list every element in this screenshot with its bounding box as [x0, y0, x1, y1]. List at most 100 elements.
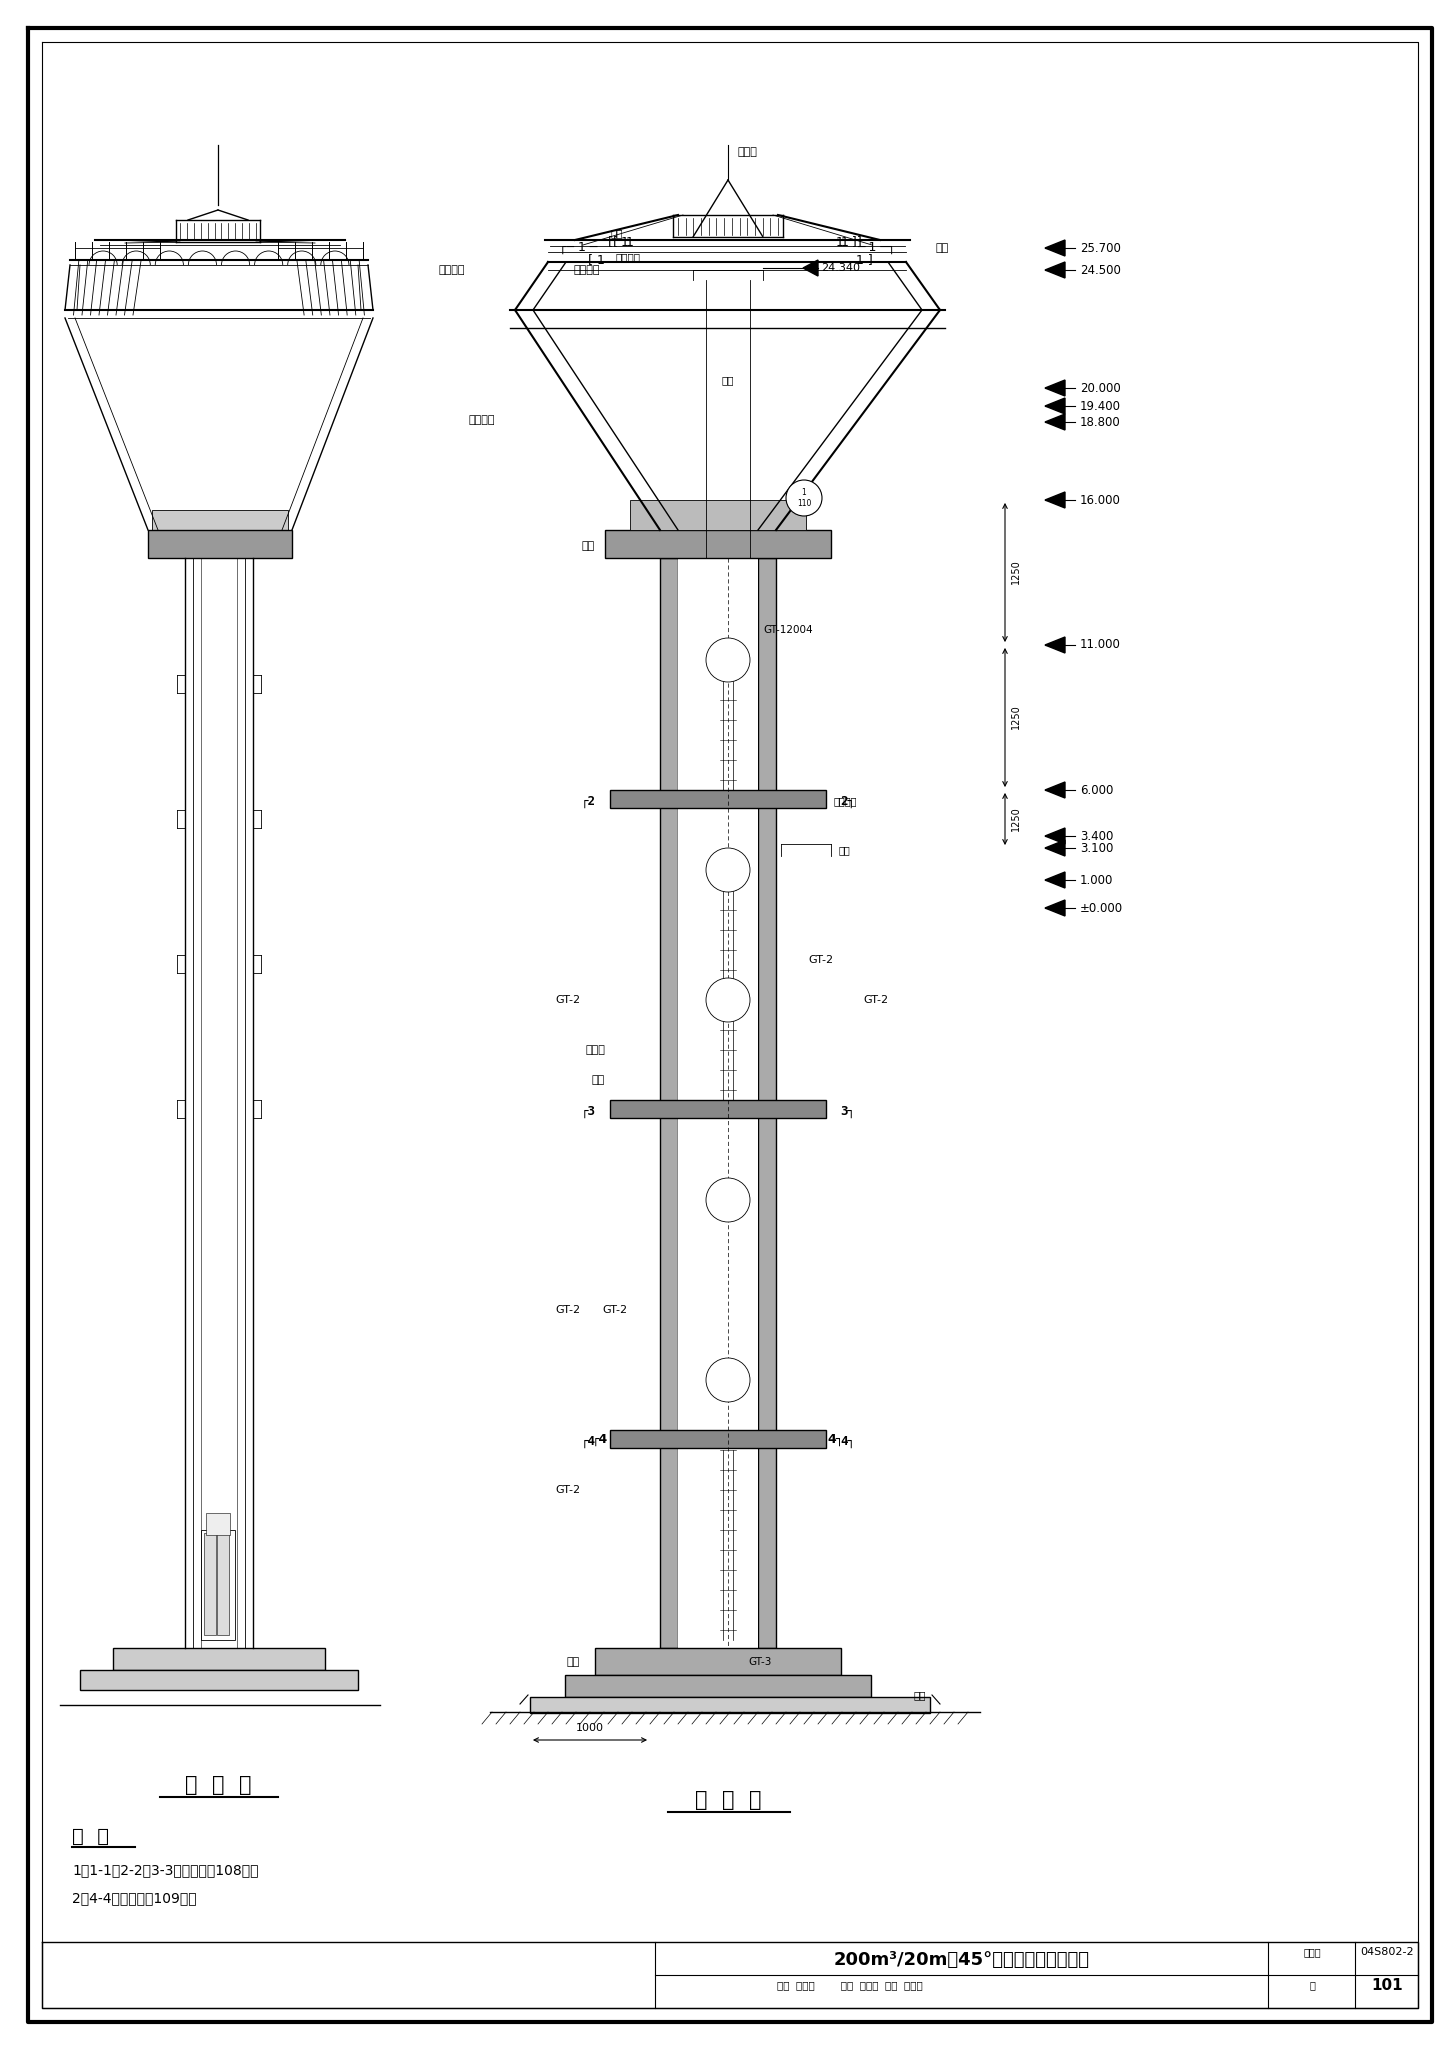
Polygon shape [1045, 637, 1065, 653]
Bar [605, 530, 831, 557]
Bar [661, 557, 678, 1649]
Polygon shape [1045, 397, 1065, 414]
Text: 1000: 1000 [576, 1722, 604, 1733]
Text: 审核  赵疫石        校对  陈星声  设计  王建峰: 审核 赵疫石 校对 陈星声 设计 王建峰 [777, 1980, 922, 1991]
Bar [565, 1675, 872, 1698]
Text: 16.000: 16.000 [1080, 494, 1120, 506]
Text: ┌2: ┌2 [581, 795, 595, 807]
Bar [530, 1698, 930, 1712]
Text: 6.000: 6.000 [1080, 784, 1113, 797]
Text: 散水: 散水 [912, 1690, 925, 1700]
Text: 18.800: 18.800 [1080, 416, 1120, 428]
Text: GT-12004: GT-12004 [762, 625, 813, 635]
Text: ┌4: ┌4 [581, 1434, 595, 1448]
Text: 1250: 1250 [1011, 705, 1021, 729]
Text: GT-3: GT-3 [748, 1657, 771, 1667]
Text: 人井: 人井 [722, 375, 735, 385]
Text: ┌3: ┌3 [581, 1104, 595, 1118]
Text: 避雷针: 避雷针 [738, 147, 758, 158]
Text: GT-2: GT-2 [602, 1305, 627, 1315]
Polygon shape [1045, 840, 1065, 856]
Text: GT-2: GT-2 [809, 954, 834, 965]
Text: 页: 页 [1310, 1980, 1315, 1991]
Bar [610, 1100, 826, 1118]
Text: 25.700: 25.700 [1080, 242, 1120, 254]
Text: 基础: 基础 [567, 1657, 581, 1667]
Text: 101: 101 [1371, 1978, 1403, 1993]
Circle shape [706, 979, 749, 1022]
Text: 水箱上壳: 水箱上壳 [573, 264, 599, 274]
Polygon shape [1045, 262, 1065, 279]
Bar [80, 1669, 358, 1690]
Bar [151, 510, 288, 535]
Text: [ 1: [ 1 [588, 254, 605, 266]
Circle shape [706, 1358, 749, 1403]
Text: 1
110: 1 110 [797, 487, 812, 508]
Text: 人井平台: 人井平台 [615, 252, 640, 262]
Circle shape [706, 1178, 749, 1223]
Text: 1、1-1、2-2、3-3剪面详见第108页。: 1、1-1、2-2、3-3剪面详见第108页。 [71, 1864, 259, 1878]
Text: 采光窗: 采光窗 [585, 1044, 605, 1055]
Text: 200m³/20m（45°）水塔立面、剪面图: 200m³/20m（45°）水塔立面、剪面图 [834, 1952, 1090, 1968]
Text: [  1: [ 1 [613, 236, 633, 248]
Text: 气窗: 气窗 [611, 227, 623, 238]
Text: 栏杆: 栏杆 [936, 244, 949, 254]
Polygon shape [1045, 381, 1065, 395]
Bar [630, 500, 806, 530]
Circle shape [786, 479, 822, 516]
Text: 环板: 环板 [582, 541, 595, 551]
Bar [595, 1649, 841, 1675]
Text: 休息平台: 休息平台 [834, 797, 857, 807]
Text: 1.000: 1.000 [1080, 874, 1113, 887]
Text: 剪  面  图: 剪 面 图 [694, 1790, 761, 1810]
Text: 11.000: 11.000 [1080, 639, 1120, 651]
Text: ┌─ 1 ─: ┌─ 1 ─ [559, 240, 597, 254]
Polygon shape [1045, 782, 1065, 799]
Bar [217, 1534, 228, 1634]
Text: 1250: 1250 [1011, 559, 1021, 584]
Bar [113, 1649, 324, 1669]
Text: 24.340: 24.340 [821, 262, 860, 272]
Polygon shape [1045, 414, 1065, 430]
Text: 图集号: 图集号 [1304, 1948, 1321, 1958]
Bar [148, 530, 292, 557]
Polygon shape [1045, 492, 1065, 508]
Text: [  1: [ 1 [608, 236, 629, 248]
Text: GT-2: GT-2 [863, 995, 889, 1006]
Text: 04S802-2: 04S802-2 [1360, 1948, 1414, 1958]
Bar [201, 1530, 236, 1640]
Text: 2┐: 2┐ [841, 795, 856, 807]
Text: 1  ]: 1 ] [841, 236, 861, 248]
Text: 20.000: 20.000 [1080, 381, 1120, 395]
Text: GT-2: GT-2 [556, 1305, 581, 1315]
Bar [207, 1513, 230, 1536]
Text: 19.400: 19.400 [1080, 399, 1120, 412]
Text: ±0.000: ±0.000 [1080, 901, 1123, 915]
Bar [678, 557, 758, 1649]
Text: 4┐: 4┐ [841, 1434, 856, 1448]
Text: 1250: 1250 [1011, 807, 1021, 831]
Text: GT-2: GT-2 [556, 995, 581, 1006]
Text: ┌4: ┌4 [592, 1434, 608, 1446]
Bar [758, 557, 776, 1649]
Text: 立  面  图: 立 面 图 [185, 1776, 252, 1794]
Bar [204, 1534, 215, 1634]
Text: 2、4-4剪面详见第109页。: 2、4-4剪面详见第109页。 [71, 1890, 196, 1905]
Polygon shape [1045, 872, 1065, 889]
Circle shape [706, 639, 749, 682]
Text: 3.100: 3.100 [1080, 842, 1113, 854]
Circle shape [706, 848, 749, 893]
Text: 1 ]: 1 ] [856, 254, 873, 266]
Text: GT-2: GT-2 [556, 1485, 581, 1495]
Bar [610, 791, 826, 809]
Text: 24.500: 24.500 [1080, 264, 1120, 276]
Polygon shape [803, 260, 818, 276]
Text: 支筒: 支筒 [592, 1075, 605, 1085]
Text: 3┐: 3┐ [841, 1104, 856, 1118]
Text: 3.400: 3.400 [1080, 829, 1113, 842]
Polygon shape [1045, 827, 1065, 844]
Text: ─ 1 ─┐: ─ 1 ─┐ [857, 240, 895, 254]
Polygon shape [1045, 240, 1065, 256]
Text: 水箱下壳: 水箱下壳 [469, 416, 495, 426]
Text: 说  明: 说 明 [71, 1827, 109, 1845]
